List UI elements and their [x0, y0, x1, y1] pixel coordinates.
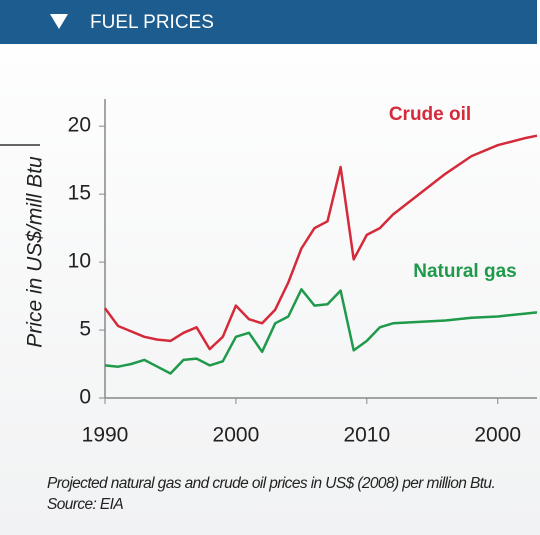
header-bar	[0, 0, 537, 44]
x-tick-label: 2000	[474, 424, 521, 447]
x-tick-label: 1990	[82, 424, 129, 447]
caption: Projected natural gas and crude oil pric…	[47, 475, 496, 513]
x-tick-label: 2000	[213, 424, 260, 447]
y-tick-label: 15	[68, 182, 91, 205]
y-axis-label: Price in US$/mill Btu	[24, 156, 47, 348]
series-label: Crude oil	[389, 104, 471, 125]
series-line	[104, 288, 538, 375]
y-tick-label: 10	[68, 250, 91, 273]
x-tick-label: 2010	[343, 424, 390, 447]
collapse-icon	[50, 14, 68, 29]
series-line	[103, 134, 538, 351]
y-tick-label: 5	[79, 318, 91, 341]
y-tick-label: 0	[79, 386, 91, 409]
header-title: FUEL PRICES	[90, 12, 214, 33]
series-label: Natural gas	[413, 261, 516, 282]
y-tick-label: 20	[68, 114, 91, 137]
